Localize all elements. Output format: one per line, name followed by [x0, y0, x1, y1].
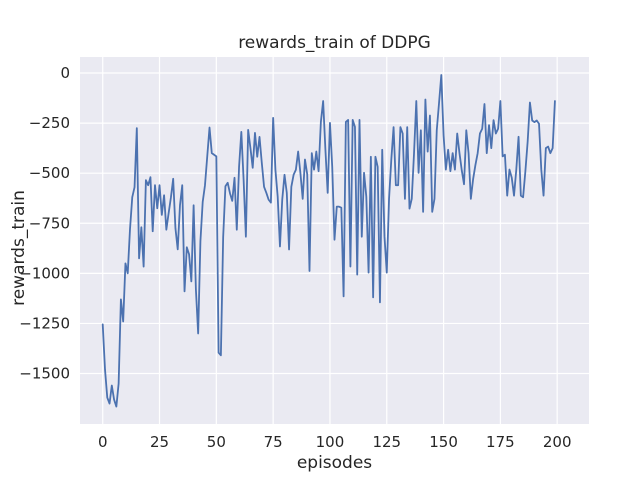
series-line-rewards_train: [101, 74, 556, 408]
y-tick-label: −750: [29, 214, 70, 232]
y-tick-label: −1250: [19, 314, 70, 332]
x-axis-label: episodes: [296, 453, 373, 473]
y-tick-label: 0: [60, 64, 70, 82]
x-tick-label: 125: [372, 433, 401, 451]
x-tick-label: 0: [98, 433, 108, 451]
x-tick-label: 25: [150, 433, 169, 451]
x-tick-label: 200: [543, 433, 572, 451]
x-tick-label: 100: [316, 433, 345, 451]
x-tick-label: 50: [207, 433, 226, 451]
x-tick-label: 175: [486, 433, 515, 451]
x-tick-label: 150: [429, 433, 458, 451]
x-tick-label: 75: [264, 433, 283, 451]
chart-title: rewards_train of DDPG: [238, 33, 431, 53]
y-tick-label: −250: [29, 114, 70, 132]
y-tick-label: −1500: [19, 365, 70, 383]
y-tick-label: −1000: [19, 264, 70, 282]
y-tick-label: −500: [29, 164, 70, 182]
y-axis-label: rewards_train: [9, 190, 29, 306]
